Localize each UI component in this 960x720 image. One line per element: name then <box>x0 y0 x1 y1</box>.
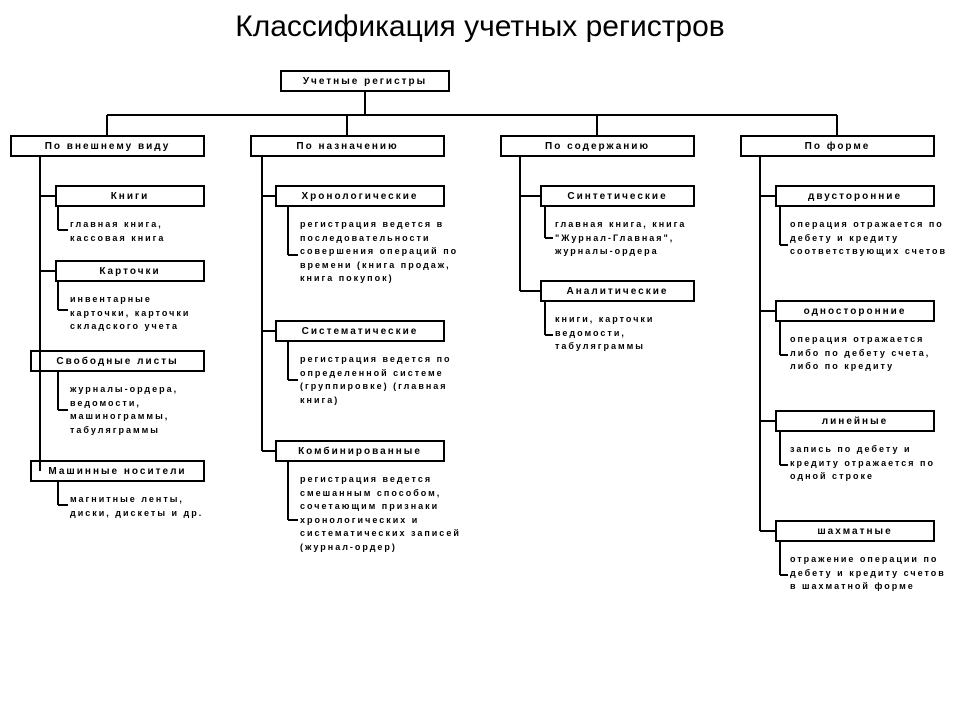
b2-item-2: Систематические <box>275 320 445 342</box>
root-node: Учетные регистры <box>280 70 450 92</box>
b2-item-3: Комбинированные <box>275 440 445 462</box>
b4-item-4: шахматные <box>775 520 935 542</box>
b4-desc-4: отражение операции по дебету и кредиту с… <box>790 553 950 594</box>
b1-item-1: Книги <box>55 185 205 207</box>
b4-desc-3: запись по дебету и кредиту отражается по… <box>790 443 950 484</box>
b4-desc-2: операция отражается либо по дебету счета… <box>790 333 950 374</box>
b2-desc-2: регистрация ведется по определенной сист… <box>300 353 470 407</box>
b3-item-2: Аналитические <box>540 280 695 302</box>
b2-desc-1: регистрация ведется в последовательности… <box>300 218 470 286</box>
b4-desc-1: операция отражается по дебету и кредиту … <box>790 218 950 259</box>
b2-desc-3: регистрация ведется смешанным способом, … <box>300 473 480 554</box>
b4-item-2: односторонние <box>775 300 935 322</box>
branch-4: По форме <box>740 135 935 157</box>
b3-item-1: Синтетические <box>540 185 695 207</box>
b1-desc-4: магнитные ленты, диски, дискеты и др. <box>70 493 215 520</box>
b2-item-1: Хронологические <box>275 185 445 207</box>
b3-desc-1: главная книга, книга "Журнал-Главная", ж… <box>555 218 725 259</box>
branch-1: По внешнему виду <box>10 135 205 157</box>
branch-2: По назначению <box>250 135 445 157</box>
b3-desc-2: книги, карточки ведомости, табуляграммы <box>555 313 705 354</box>
b1-desc-1: главная книга, кассовая книга <box>70 218 215 245</box>
b4-item-3: линейные <box>775 410 935 432</box>
b1-item-4: Машинные носители <box>30 460 205 482</box>
b1-item-2: Карточки <box>55 260 205 282</box>
b1-item-3: Свободные листы <box>30 350 205 372</box>
b1-desc-3: журналы-ордера, ведомости, машинограммы,… <box>70 383 215 437</box>
page-title: Классификация учетных регистров <box>0 10 960 44</box>
b1-desc-2: инвентарные карточки, карточки складског… <box>70 293 215 334</box>
b4-item-1: двусторонние <box>775 185 935 207</box>
branch-3: По содержанию <box>500 135 695 157</box>
